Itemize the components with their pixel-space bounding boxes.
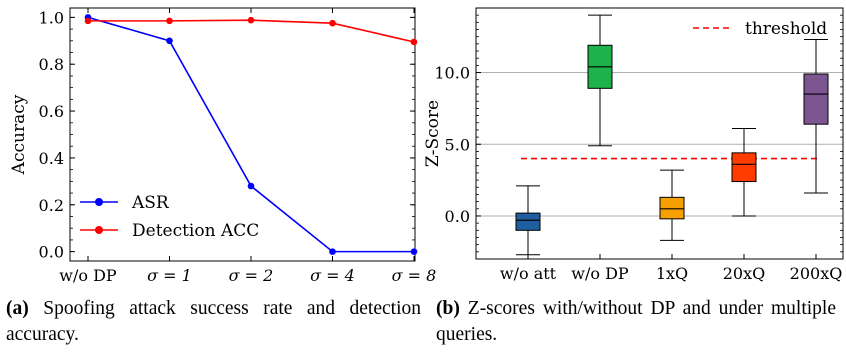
y-tick-label-b-2: 10.0 bbox=[434, 64, 470, 83]
x-tick-label-a-4: σ = 8 bbox=[392, 266, 437, 285]
y-axis-label-b: Z-Score bbox=[423, 100, 443, 167]
box-3 bbox=[731, 152, 757, 183]
box-0 bbox=[515, 212, 541, 231]
y-tick-label-b-1: 5.0 bbox=[445, 135, 470, 154]
y-tick-label-a-3: 0.6 bbox=[39, 102, 64, 121]
chart-b: 0.0 5.0 10.0 Z-Score w/o att w/o DP 1xQ 20xQ 200… bbox=[423, 7, 844, 283]
legend-label-1: Detection ACC bbox=[132, 221, 259, 241]
caption-b: (b) Z-scores with/without DP and under m… bbox=[436, 296, 836, 348]
data-point-1-0 bbox=[84, 17, 92, 25]
y-tick-label-a-5: 1.0 bbox=[39, 8, 64, 27]
x-tick-label-a-2: σ = 2 bbox=[229, 266, 274, 285]
data-point-1-1 bbox=[166, 17, 173, 25]
x-tick-label-b-3: 20xQ bbox=[723, 264, 766, 283]
x-tick-label-a-0: w/o DP bbox=[59, 266, 117, 285]
caption-a-text: Spoofing attack success rate and detecti… bbox=[6, 298, 421, 345]
legend-label-threshold: threshold bbox=[745, 19, 827, 39]
legend-marker-0 bbox=[95, 198, 103, 206]
y-axis-label-a: Accuracy bbox=[9, 94, 29, 175]
x-tick-label-b-1: w/o DP bbox=[571, 264, 629, 283]
data-point-0-2 bbox=[247, 182, 255, 190]
data-point-0-4 bbox=[410, 248, 418, 255]
box-4 bbox=[803, 73, 829, 125]
legend-marker-1 bbox=[95, 226, 103, 234]
y-tick-label-a-1: 0.2 bbox=[39, 196, 64, 215]
caption-a: (a) Spoofing attack success rate and det… bbox=[6, 296, 421, 348]
x-tick-label-b-4: 200xQ bbox=[790, 264, 843, 283]
caption-b-text: Z-scores with/without DP and under multi… bbox=[436, 298, 837, 345]
box-2 bbox=[659, 196, 685, 220]
y-tick-label-a-4: 0.8 bbox=[39, 55, 64, 74]
caption-a-label: (a) bbox=[6, 298, 29, 319]
series-line-0 bbox=[87, 16, 414, 253]
plot-frame-b bbox=[475, 7, 844, 260]
x-tick-label-b-0: w/o att bbox=[500, 264, 557, 283]
y-tick-label-a-2: 0.4 bbox=[39, 149, 64, 168]
caption-b-label: (b) bbox=[436, 298, 460, 319]
data-point-1-2 bbox=[247, 16, 255, 24]
y-tick-label-b-0: 0.0 bbox=[445, 207, 470, 226]
data-point-1-4 bbox=[410, 38, 418, 46]
figure-canvas: 0.0 0.2 0.4 0.6 0.8 1.0 w/o DP σ = 1 σ = 2 σ = 4 σ… bbox=[9, 7, 844, 285]
y-tick-label-a-0: 0.0 bbox=[39, 243, 64, 262]
x-tick-label-a-3: σ = 4 bbox=[310, 266, 355, 285]
chart-a: 0.0 0.2 0.4 0.6 0.8 1.0 w/o DP σ = 1 σ = 2 σ = 4 σ… bbox=[9, 7, 437, 285]
data-point-0-1 bbox=[166, 37, 173, 45]
x-tick-label-b-2: 1xQ bbox=[656, 264, 688, 283]
data-point-0-3 bbox=[329, 248, 336, 255]
legend-label-0: ASR bbox=[131, 193, 170, 213]
x-tick-label-a-1: σ = 1 bbox=[147, 266, 192, 285]
data-point-1-3 bbox=[329, 19, 336, 27]
